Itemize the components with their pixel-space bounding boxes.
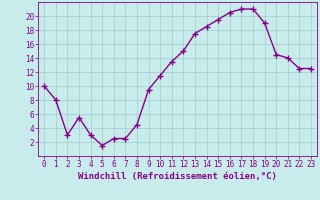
X-axis label: Windchill (Refroidissement éolien,°C): Windchill (Refroidissement éolien,°C): [78, 172, 277, 181]
